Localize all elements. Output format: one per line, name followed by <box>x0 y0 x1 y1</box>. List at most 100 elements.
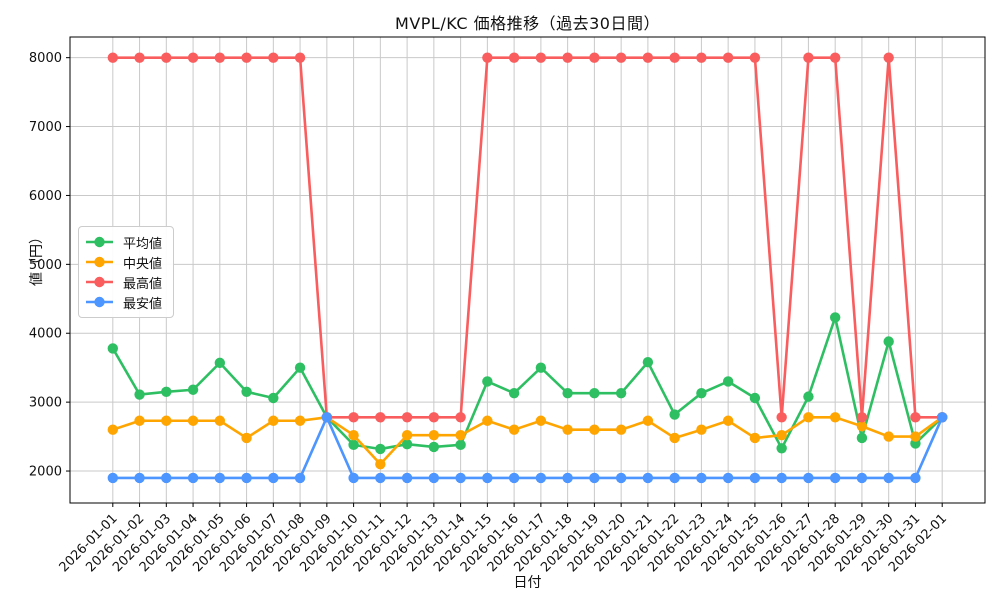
y-tick-label: 6000 <box>29 189 62 204</box>
y-tick-label: 4000 <box>29 327 62 342</box>
data-point-median <box>910 431 921 442</box>
data-point-min <box>348 472 359 484</box>
data-point-min <box>615 472 627 484</box>
data-point-median <box>107 424 119 435</box>
data-point-min <box>696 472 707 484</box>
series-max <box>107 52 948 423</box>
data-point-median <box>562 424 573 435</box>
data-point-avg <box>749 392 761 404</box>
legend-label: 平均値 <box>123 236 163 252</box>
data-point-max <box>241 52 252 63</box>
data-point-min <box>321 412 333 423</box>
data-point-max <box>803 52 814 63</box>
data-point-median <box>589 424 600 435</box>
data-point-max <box>294 52 306 63</box>
data-point-max <box>615 52 627 63</box>
y-tick-label: 8000 <box>29 51 62 66</box>
data-point-median <box>669 432 680 444</box>
data-point-median <box>241 432 252 444</box>
data-point-max <box>589 52 600 63</box>
data-point-max <box>187 52 199 63</box>
data-point-avg <box>642 356 654 368</box>
data-point-min <box>241 472 252 484</box>
data-point-min <box>508 472 520 484</box>
data-point-min <box>803 472 814 484</box>
data-point-max <box>134 52 145 63</box>
data-point-min <box>482 472 493 484</box>
data-point-max <box>535 52 547 63</box>
data-point-max <box>508 52 520 63</box>
data-point-avg <box>268 392 279 404</box>
data-point-avg <box>535 362 547 373</box>
data-point-avg <box>803 391 814 402</box>
data-point-min <box>589 472 600 484</box>
legend-item-min: 最安値 <box>84 292 162 312</box>
data-point-min <box>722 472 734 484</box>
legend-marker-avg <box>86 236 113 248</box>
data-point-max <box>455 412 466 423</box>
data-point-min <box>214 472 226 484</box>
data-point-max <box>348 412 359 423</box>
data-point-max <box>856 412 868 423</box>
data-point-min <box>910 472 921 484</box>
legend-item-max: 最高値 <box>84 272 162 292</box>
data-point-max <box>722 52 734 63</box>
data-point-min <box>161 472 172 484</box>
data-point-max <box>776 412 787 423</box>
data-point-min <box>669 472 680 484</box>
data-point-max <box>401 412 413 423</box>
data-point-median <box>776 430 787 441</box>
data-point-avg <box>134 389 145 400</box>
data-point-avg <box>615 387 627 399</box>
data-point-min <box>268 472 279 484</box>
legend-marker-median <box>86 256 113 268</box>
data-point-median <box>803 412 814 423</box>
data-point-avg <box>829 312 841 323</box>
data-point-min <box>562 472 573 484</box>
data-point-min <box>134 472 145 484</box>
data-point-max <box>562 52 573 63</box>
data-point-avg <box>161 386 172 398</box>
data-point-min <box>642 472 654 484</box>
data-point-avg <box>562 387 573 399</box>
data-point-max <box>669 52 680 63</box>
data-point-median <box>268 415 279 426</box>
legend-label: 中央値 <box>123 256 163 272</box>
data-point-avg <box>508 387 520 399</box>
data-point-median <box>375 458 386 470</box>
data-point-min <box>375 472 386 484</box>
data-point-min <box>936 412 948 423</box>
legend-marker-min <box>86 296 113 308</box>
data-point-max <box>268 52 279 63</box>
data-point-min <box>535 472 547 484</box>
data-point-avg <box>589 387 600 399</box>
data-point-avg <box>856 432 868 444</box>
data-point-min <box>428 472 440 484</box>
data-point-avg <box>241 386 252 398</box>
series-line-max <box>111 56 944 419</box>
legend-item-median: 中央値 <box>84 252 162 272</box>
data-point-min <box>187 472 199 484</box>
data-point-median <box>187 415 199 426</box>
data-point-avg <box>401 438 413 450</box>
data-point-avg <box>428 441 440 453</box>
data-point-median <box>508 424 520 435</box>
data-point-avg <box>696 387 707 399</box>
axes-frame <box>69 36 986 504</box>
series-min <box>107 412 948 484</box>
data-point-max <box>428 412 440 423</box>
data-point-median <box>482 415 493 426</box>
data-point-median <box>615 424 627 435</box>
data-point-min <box>294 472 306 484</box>
data-point-median <box>749 432 761 444</box>
data-point-median <box>829 412 841 423</box>
data-point-max <box>883 52 894 63</box>
data-point-avg <box>722 376 734 387</box>
series-avg <box>107 312 948 455</box>
data-point-max <box>696 52 707 63</box>
series-median <box>107 412 948 470</box>
data-point-avg <box>776 443 787 454</box>
data-point-max <box>161 52 172 63</box>
